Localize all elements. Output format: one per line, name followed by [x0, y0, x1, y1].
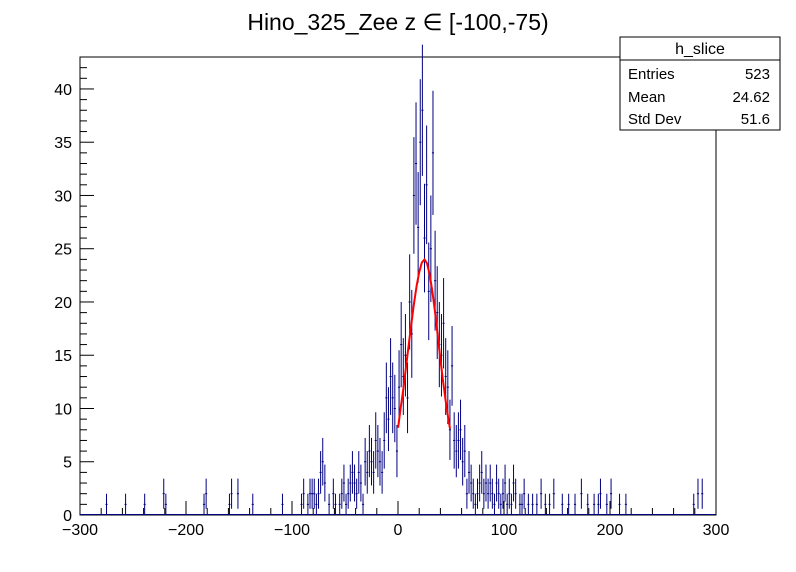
x-tick-label: −200 [168, 522, 204, 539]
y-tick-label: 40 [54, 82, 72, 99]
stats-mean-value: 24.62 [732, 89, 770, 106]
y-tick-label: 25 [54, 242, 72, 259]
stats-stddev-value: 51.6 [741, 111, 770, 128]
stats-stddev-label: Std Dev [628, 111, 682, 128]
x-tick-label: 100 [491, 522, 518, 539]
stats-entries-value: 523 [745, 66, 770, 83]
stats-box-title: h_slice [675, 41, 725, 58]
stats-box: h_slice Entries 523 Mean 24.62 Std Dev 5… [619, 36, 781, 131]
y-tick-label: 15 [54, 348, 72, 365]
x-tick-label: 300 [703, 522, 730, 539]
chart-title: Hino_325_Zee z ∈ [-100,-75) [247, 9, 548, 35]
x-tick-label: 200 [597, 522, 624, 539]
stats-box-frame [619, 36, 781, 131]
x-tick-label: −300 [62, 522, 98, 539]
y-tick-label: 5 [63, 455, 72, 472]
x-tick-label: −100 [274, 522, 310, 539]
y-tick-label: 10 [54, 401, 72, 418]
y-tick-label: 0 [63, 508, 72, 525]
y-axis: 0 5 10 15 20 25 30 35 40 [54, 67, 94, 525]
stats-mean-label: Mean [628, 89, 666, 106]
stats-entries-label: Entries [628, 66, 675, 83]
x-tick-label: 0 [394, 522, 403, 539]
fit-curve-group [397, 257, 451, 429]
gaussian-fit-curve [397, 257, 451, 429]
y-tick-label: 20 [54, 295, 72, 312]
y-tick-label: 30 [54, 188, 72, 205]
x-axis: −300 −200 −100 0 100 200 300 [62, 501, 729, 539]
y-tick-label: 35 [54, 135, 72, 152]
